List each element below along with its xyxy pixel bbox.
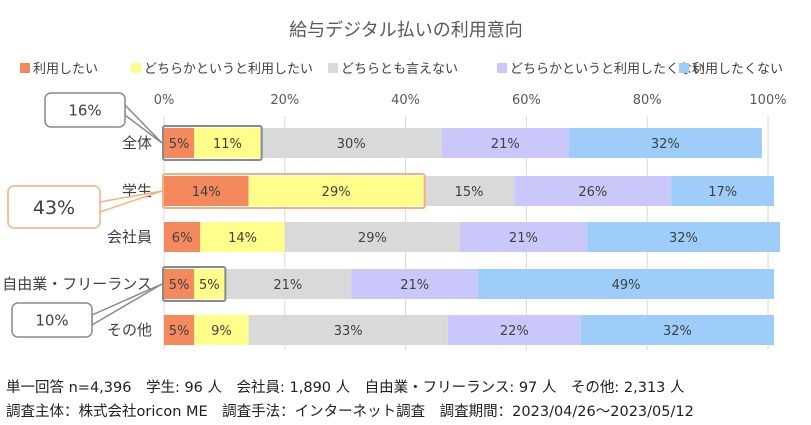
data-label-1-3: 26% (578, 185, 607, 200)
category-label-0: 全体 (122, 134, 152, 152)
callouts: 16% 43% 10% (7, 92, 426, 338)
callout-label-0: 16% (68, 101, 101, 119)
data-label-1-2: 15% (455, 185, 484, 200)
data-label-2-4: 32% (669, 231, 698, 246)
bar-0-0 (164, 128, 195, 158)
bar-3-2 (224, 269, 352, 299)
bar-1-2 (423, 176, 515, 206)
bar-3-0 (164, 269, 195, 299)
x-tick-label-4: 80% (633, 93, 662, 108)
data-label-0-0: 5% (169, 137, 190, 152)
bars: 5% 11% 30% 21% 32% 14% 29% 15% 26% 17% 6% 14% 29% 21%… (164, 128, 781, 345)
legend-label-4: 利用したくない (692, 62, 783, 77)
bar-4-4 (580, 315, 775, 345)
x-tick-label-0: 0% (154, 93, 175, 108)
bar-0-3 (441, 128, 569, 158)
bar-1-3 (514, 176, 672, 206)
callout-label-1: 43% (33, 197, 75, 219)
data-label-2-3: 21% (509, 231, 538, 246)
bar-2-0 (164, 222, 201, 252)
data-label-0-2: 30% (337, 137, 366, 152)
highlight-frame-0 (162, 125, 263, 161)
bar-2-4 (586, 222, 781, 252)
data-label-3-3: 21% (400, 278, 429, 293)
bar-1-4 (671, 176, 775, 206)
legend-swatch-4 (679, 63, 689, 73)
data-label-3-1: 5% (199, 278, 220, 293)
data-label-4-1: 9% (211, 324, 232, 339)
data-label-1-0: 14% (192, 185, 221, 200)
x-axis-ticks: 0% 20% 40% 60% 80% 100% (154, 93, 787, 108)
category-label-4: その他 (107, 321, 152, 339)
x-tick-label-5: 100% (749, 93, 786, 108)
legend-label-3: どちらかというと利用したくない (510, 62, 705, 77)
bar-0-2 (260, 128, 442, 158)
data-label-3-0: 5% (169, 278, 190, 293)
legend-label-0: 利用したい (33, 62, 98, 77)
data-label-4-0: 5% (169, 324, 190, 339)
bar-3-4 (478, 269, 775, 299)
x-tick-label-1: 20% (270, 93, 299, 108)
bar-0-1 (194, 128, 261, 158)
category-label-3: 自由業・フリーランス (2, 275, 152, 293)
callout-box-0 (44, 92, 126, 128)
data-label-1-4: 17% (708, 185, 737, 200)
bar-1-0 (164, 176, 249, 206)
data-label-4-4: 32% (663, 324, 692, 339)
footnote-survey: 調査主体：株式会社oricon ME 調査手法：インターネット調査 調査期間：2… (6, 404, 694, 420)
bar-4-0 (164, 315, 195, 345)
bar-4-1 (194, 315, 249, 345)
legend-swatch-1 (131, 63, 141, 73)
data-label-0-1: 11% (213, 137, 242, 152)
data-label-2-0: 6% (172, 231, 193, 246)
bar-2-2 (284, 222, 460, 252)
bar-4-3 (447, 315, 581, 345)
data-label-2-2: 29% (358, 231, 387, 246)
bar-2-3 (459, 222, 587, 252)
bar-4-2 (248, 315, 448, 345)
highlight-frame-1 (162, 173, 426, 209)
legend-swatch-2 (328, 63, 338, 73)
legend-label-2: どちらとも言えない (341, 62, 458, 77)
data-label-4-3: 22% (500, 324, 529, 339)
data-label-3-2: 21% (273, 278, 302, 293)
callout-box-1 (7, 185, 101, 229)
legend-label-1: どちらかというと利用したい (144, 62, 313, 77)
bar-3-1 (194, 269, 225, 299)
highlight-frame-2 (162, 266, 227, 302)
data-label-1-1: 29% (322, 185, 351, 200)
legend: 利用したい どちらかというと利用したい どちらとも言えない どちらかというと利用したく… (20, 62, 783, 77)
bar-3-3 (351, 269, 479, 299)
bar-1-1 (248, 176, 424, 206)
bar-2-1 (200, 222, 285, 252)
legend-swatch-3 (497, 63, 507, 73)
x-tick-label-2: 40% (391, 93, 420, 108)
callout-box-2 (11, 302, 93, 338)
data-label-0-4: 32% (651, 137, 680, 152)
category-label-2: 会社員 (107, 228, 152, 246)
chart-title: 給与デジタル払いの利用意向 (289, 20, 523, 41)
data-label-4-2: 33% (334, 324, 363, 339)
bar-0-4 (568, 128, 762, 158)
stacked-bar-chart: 給与デジタル払いの利用意向 利用したい どちらかというと利用したい どちらとも言えな… (2, 20, 787, 350)
x-tick-label-3: 60% (512, 93, 541, 108)
footnote-sample: 単一回答 n=4,396 学生: 96 人 会社員: 1,890 人 自由業・フ… (6, 380, 685, 396)
legend-swatch-0 (20, 63, 30, 73)
data-label-3-4: 49% (612, 278, 641, 293)
data-label-0-3: 21% (491, 137, 520, 152)
callout-label-2: 10% (35, 311, 68, 329)
data-label-2-1: 14% (228, 231, 257, 246)
